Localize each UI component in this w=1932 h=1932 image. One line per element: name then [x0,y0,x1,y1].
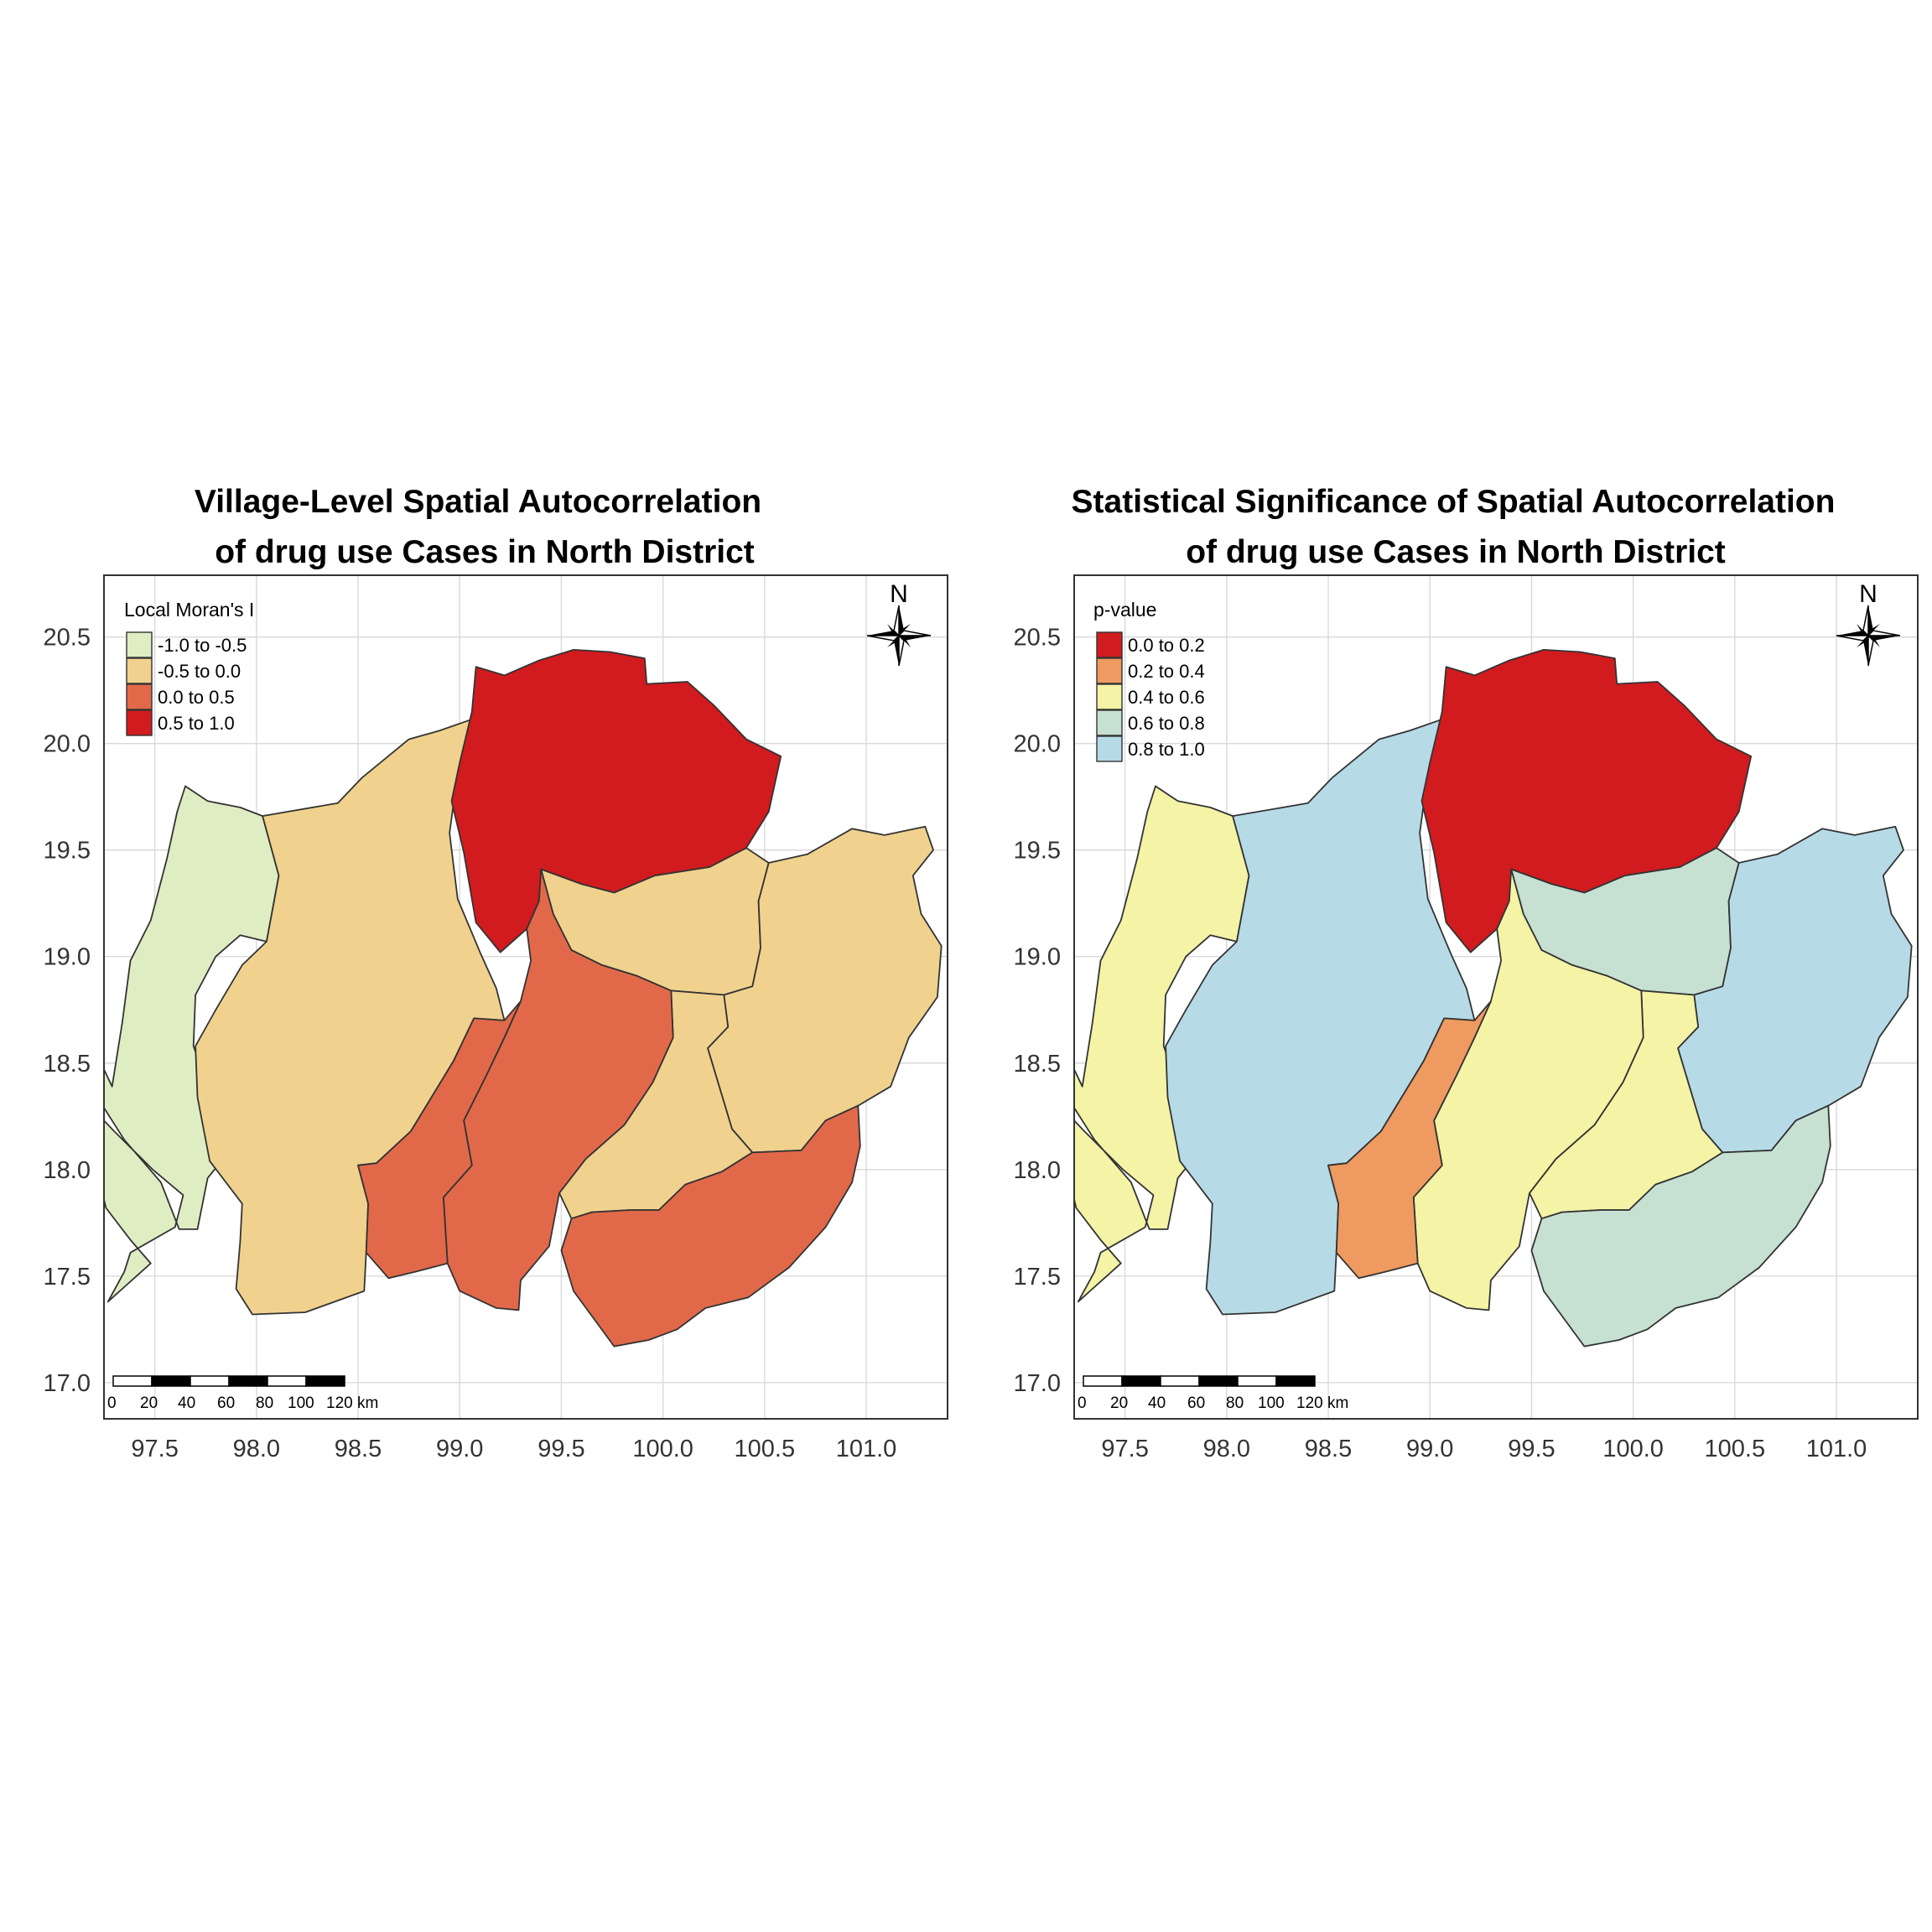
x-tick-label: 100.0 [632,1436,693,1462]
legend-swatch [126,657,153,684]
scale-label: 40 [178,1394,195,1412]
map-frame [103,574,948,1420]
map-title-line1: Village-Level Spatial Autocorrelation [195,484,761,520]
x-tick-label: 98.0 [1203,1436,1250,1462]
y-tick-label: 17.0 [1014,1370,1061,1397]
x-tick-label: 99.0 [1406,1436,1453,1462]
north-arrow-icon: N [866,580,932,667]
y-tick-label: 17.5 [44,1264,91,1291]
y-tick-label: 20.0 [1014,731,1061,758]
y-tick-label: 20.5 [1014,625,1061,652]
scale-label: 100 [288,1394,314,1412]
y-tick-label: 17.5 [1014,1264,1061,1291]
x-tick-label: 97.5 [1101,1436,1148,1462]
x-tick-label: 98.0 [233,1436,280,1462]
legend-label: 0.6 to 0.8 [1128,713,1205,734]
y-axis-ticks: 20.5 20.0 19.5 19.0 18.5 18.0 17.5 17.0 [44,625,91,1397]
scale-label: 0 [1078,1394,1087,1412]
map-title-line2: of drug use Cases in North District [1186,534,1726,570]
north-label: N [890,580,908,608]
legend-title: Local Moran's I [124,599,254,621]
x-tick-label: 98.5 [335,1436,382,1462]
y-axis-ticks: 20.5 20.0 19.5 19.0 18.5 18.0 17.5 17.0 [1014,625,1061,1397]
x-tick-label: 100.5 [735,1436,796,1462]
north-label: N [1859,580,1877,608]
region-west [1074,785,1250,1303]
scale-label: 120 km [326,1394,378,1412]
scale-label: 120 km [1296,1394,1348,1412]
x-tick-label: 100.5 [1705,1436,1766,1462]
scale-label: 80 [256,1394,273,1412]
region-west [104,785,280,1303]
scale-label: 80 [1226,1394,1244,1412]
map-frame [1073,574,1919,1420]
y-tick-label: 19.0 [1014,944,1061,971]
y-tick-label: 19.5 [44,838,91,865]
legend-swatch [1096,735,1123,762]
x-tick-label: 101.0 [836,1436,897,1462]
legend-label: 0.5 to 1.0 [158,713,235,734]
map-panel-moran: Village-Level Spatial Autocorrelation of… [44,484,948,1462]
x-tick-label: 99.5 [1508,1436,1555,1462]
y-tick-label: 18.0 [1014,1157,1061,1184]
legend-label: 0.0 to 0.5 [158,687,235,708]
legend: Local Moran's I -1.0 to -0.5 -0.5 to 0.0… [124,599,254,736]
legend-swatch [1096,657,1123,684]
scale-bar: 0 20 40 60 80 100 120 km [1078,1375,1348,1412]
scale-label: 60 [217,1394,235,1412]
legend-label: 0.4 to 0.6 [1128,687,1205,708]
y-tick-label: 18.5 [44,1051,91,1078]
legend: p-value 0.0 to 0.2 0.2 to 0.4 0.4 to 0.6… [1093,599,1205,762]
legend-label: -1.0 to -0.5 [158,635,247,656]
x-axis-ticks: 97.5 98.0 98.5 99.0 99.5 100.0 100.5 101.0 [131,1436,896,1462]
legend-swatch [1096,709,1123,736]
y-tick-label: 20.0 [44,731,91,758]
scale-label: 20 [140,1394,158,1412]
y-tick-label: 18.0 [44,1157,91,1184]
region-south [560,1104,861,1348]
legend-label: 0.2 to 0.4 [1128,661,1205,682]
village-regions [104,649,943,1348]
village-regions [1074,649,1913,1348]
region-southwest-central [357,1000,522,1280]
y-tick-label: 19.5 [1014,838,1061,865]
x-tick-label: 99.0 [436,1436,483,1462]
x-axis-ticks: 97.5 98.0 98.5 99.0 99.5 100.0 100.5 101.0 [1101,1436,1867,1462]
map-title-line1: Statistical Significance of Spatial Auto… [1072,484,1836,520]
scale-label: 0 [107,1394,117,1412]
x-tick-label: 98.5 [1305,1436,1352,1462]
scale-label: 40 [1148,1394,1166,1412]
region-south [1530,1104,1831,1348]
map-title-line2: of drug use Cases in North District [215,534,755,570]
scale-label: 60 [1187,1394,1205,1412]
scale-label: 100 [1258,1394,1285,1412]
legend-label: -0.5 to 0.0 [158,661,241,682]
region-southwest-central [1327,1000,1492,1280]
legend-swatch [126,709,153,736]
x-tick-label: 100.0 [1602,1436,1664,1462]
x-tick-label: 97.5 [131,1436,178,1462]
legend-swatch [1096,683,1123,710]
scale-bar: 0 20 40 60 80 100 120 km [107,1375,378,1412]
legend-title: p-value [1093,599,1156,621]
scale-label: 20 [1110,1394,1128,1412]
x-tick-label: 101.0 [1806,1436,1867,1462]
y-tick-label: 20.5 [44,625,91,652]
x-tick-label: 99.5 [538,1436,584,1462]
legend-swatch [1096,631,1123,658]
legend-label: 0.0 to 0.2 [1128,635,1205,656]
legend-label: 0.8 to 1.0 [1128,739,1205,760]
map-panel-pvalue: Statistical Significance of Spatial Auto… [1014,484,1919,1462]
legend-swatch [126,631,153,658]
y-tick-label: 19.0 [44,944,91,971]
legend-swatch [126,683,153,710]
y-tick-label: 17.0 [44,1370,91,1397]
y-tick-label: 18.5 [1014,1051,1061,1078]
north-arrow-icon: N [1836,580,1901,667]
